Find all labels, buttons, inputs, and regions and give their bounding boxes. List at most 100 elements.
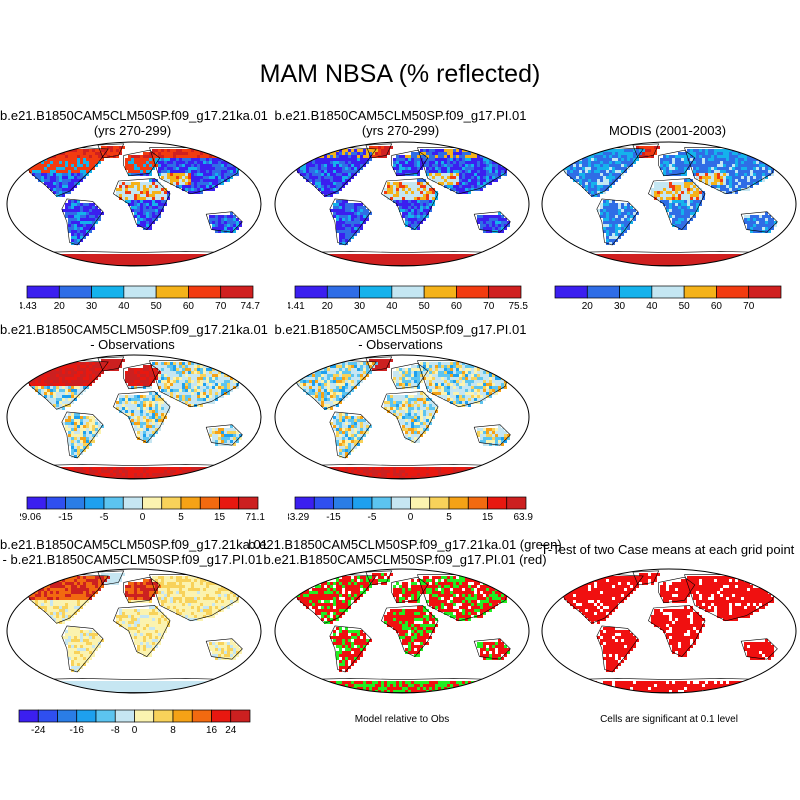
colorbar-tick-label: 50 [151, 301, 163, 312]
coastline-greenland [365, 143, 393, 159]
colorbar-swatch [220, 285, 254, 299]
coastline-europe [658, 576, 696, 604]
colorbar-tick-label: 70 [215, 301, 227, 312]
colorbar-panel-3: 20 30 40 50 60 70 [554, 285, 782, 312]
colorbar-tick-label: 74.78 [240, 301, 260, 312]
colorbar-tick-label: 20 [582, 301, 594, 312]
colorbar-swatch [554, 285, 588, 299]
colorbar-swatch [142, 496, 163, 510]
colorbar-swatch [103, 496, 124, 510]
coastline-south-america [329, 198, 372, 246]
colorbar-tick-label: -29.06 [20, 512, 42, 523]
colorbar-swatch [487, 496, 508, 510]
colorbar-swatch [134, 709, 155, 723]
colorbar-tick-label: 0 [140, 512, 146, 523]
colorbar-swatch [230, 709, 251, 723]
colorbar-tick-label: 0 [408, 512, 414, 523]
colorbar-tick-label: 15 [482, 512, 494, 523]
colorbar-swatch [716, 285, 750, 299]
panel-8-title: T-Test of two Case means at each grid po… [540, 542, 795, 557]
coastline-south-america [61, 625, 104, 673]
colorbar-swatch [391, 285, 425, 299]
colorbar-swatch [619, 285, 653, 299]
coastline-south-america [61, 198, 104, 246]
colorbar-swatch [122, 496, 143, 510]
coastline-australia [740, 638, 778, 660]
map-panel-5 [274, 354, 530, 480]
colorbar-swatch [180, 496, 201, 510]
colorbar-swatch [748, 285, 782, 299]
coastline-africa [648, 605, 706, 657]
colorbar-tick-label: -24 [31, 725, 46, 736]
colorbar-swatch [26, 496, 47, 510]
colorbar-swatch [172, 709, 193, 723]
coastline-australia [740, 211, 778, 233]
colorbar-swatch [45, 496, 66, 510]
map-border [6, 568, 262, 694]
colorbar-tick-label: -15 [58, 512, 73, 523]
colorbar-tick-label: 60 [711, 301, 723, 312]
coastline-australia [205, 211, 243, 233]
colorbar-tick-label: 30 [354, 301, 366, 312]
colorbar-tick-label: 0 [132, 725, 138, 736]
coastline-africa [381, 178, 439, 230]
colorbar-swatch [456, 285, 490, 299]
colorbar-swatch [429, 496, 450, 510]
coastline-australia [205, 424, 243, 446]
colorbar-swatch [683, 285, 717, 299]
colorbar-swatch [467, 496, 488, 510]
colorbar-tick-label: 40 [646, 301, 658, 312]
panel-8-note: Cells are significant at 0.1 level [600, 714, 738, 725]
coastline-australia [473, 211, 511, 233]
colorbar-swatch [390, 496, 411, 510]
map-field-cells [558, 573, 777, 693]
panel-3-title: MODIS (2001-2003) [608, 123, 727, 138]
colorbar-swatch [65, 496, 86, 510]
colorbar-swatch [153, 709, 174, 723]
colorbar-swatch [313, 496, 334, 510]
colorbar-swatch [219, 496, 240, 510]
colorbar-tick-label: 75.59 [508, 301, 528, 312]
colorbar-tick-label: 50 [419, 301, 431, 312]
coastline-europe [391, 576, 429, 604]
colorbar-tick-label: 4.41 [288, 301, 305, 312]
colorbar-tick-label: 70 [483, 301, 495, 312]
colorbar-swatch [238, 496, 259, 510]
panel-6-title: b.e21.B1850CAM5CLM50SP.f09_g17.21ka.01- … [0, 537, 268, 567]
colorbar-swatch [294, 496, 315, 510]
coastline-greenland [632, 570, 660, 586]
colorbar-tick-label: -33.29 [288, 512, 310, 523]
colorbar-panel-5: -33.29 -15 -5 0 5 15 63.99 [288, 496, 533, 523]
colorbar-swatch [199, 496, 220, 510]
colorbar-tick-label: 5 [446, 512, 452, 523]
colorbar-swatch [37, 709, 58, 723]
coastline-africa [113, 605, 171, 657]
colorbar-swatch [211, 709, 232, 723]
colorbar-tick-label: 5 [178, 512, 184, 523]
colorbar-swatch [95, 709, 116, 723]
coastline-south-america [329, 411, 372, 459]
coastline-europe [123, 362, 161, 390]
coastline-south-america [329, 625, 372, 673]
colorbar-panel-6: -24 -16 -8 0 8 16 24 [18, 709, 251, 736]
colorbar-tick-label: -5 [368, 512, 377, 523]
colorbar-swatch [586, 285, 620, 299]
coastline-greenland [632, 143, 660, 159]
colorbar-swatch [155, 285, 189, 299]
colorbar-tick-label: 4.43 [20, 301, 37, 312]
colorbar-swatch [651, 285, 685, 299]
coastline-greenland [97, 570, 125, 586]
coastline-greenland [97, 356, 125, 372]
panel-4-title: b.e21.B1850CAM5CLM50SP.f09_g17.21ka.01- … [0, 322, 268, 352]
coastline-europe [123, 149, 161, 177]
colorbar-tick-label: 60 [451, 301, 463, 312]
colorbar-swatch [57, 709, 78, 723]
colorbar-swatch [359, 285, 393, 299]
coastline-australia [473, 638, 511, 660]
panel-1-title: b.e21.B1850CAM5CLM50SP.f09_g17.21ka.01 (y… [0, 108, 268, 138]
map-panel-4 [6, 354, 262, 480]
map-border [274, 141, 530, 267]
colorbar-swatch [410, 496, 431, 510]
colorbar-swatch [423, 285, 457, 299]
colorbar-tick-label: 16 [206, 725, 218, 736]
